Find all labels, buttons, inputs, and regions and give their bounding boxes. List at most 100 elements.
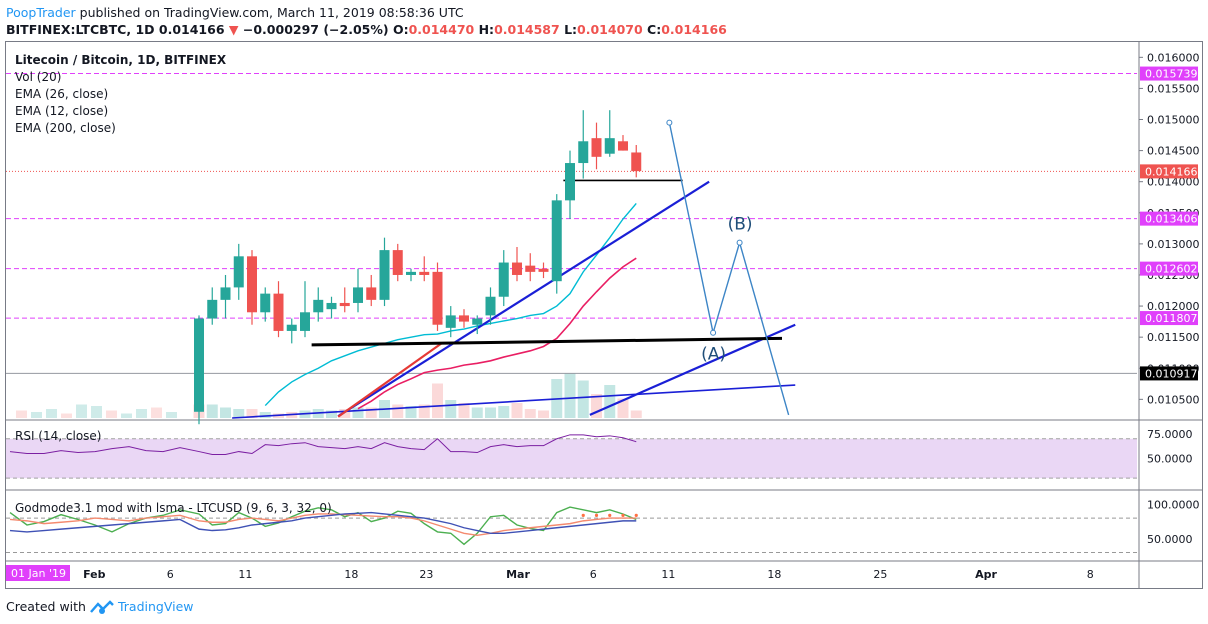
- volume-bar: [121, 413, 132, 418]
- candle-body: [194, 318, 204, 412]
- tradingview-brand[interactable]: TradingView: [117, 599, 194, 614]
- author-link[interactable]: PoopTrader: [6, 5, 76, 20]
- y-tick-label: 0.010500: [1147, 393, 1200, 406]
- candle-body: [565, 163, 575, 201]
- candle-body: [591, 138, 602, 157]
- volume-bar: [91, 406, 102, 418]
- close-value: 0.014166: [661, 22, 727, 37]
- low-value: 0.014070: [577, 22, 643, 37]
- symbol-line: BITFINEX:LTCBTC, 1D: [6, 22, 155, 37]
- wave-point: [736, 239, 743, 246]
- volume-bar: [46, 409, 57, 418]
- close-label: C:: [647, 22, 662, 37]
- volume-bar: [432, 383, 443, 418]
- wave-projection: [668, 122, 790, 416]
- x-tick-label: 23: [419, 568, 433, 581]
- candle-body: [406, 271, 416, 275]
- candle-body: [233, 256, 244, 288]
- candle-body: [366, 287, 377, 300]
- candle-body: [445, 315, 456, 328]
- trendline-red: [337, 342, 443, 418]
- x-tick-label: Apr: [975, 568, 997, 581]
- symbol-header: BITFINEX:LTCBTC, 1D 0.014166 ▼ −0.000297…: [6, 22, 727, 37]
- candle-body: [631, 152, 642, 172]
- volume-bar: [458, 403, 470, 418]
- publish-header: PoopTrader published on TradingView.com,…: [6, 5, 464, 20]
- legend-ema26[interactable]: EMA (26, close): [15, 87, 109, 101]
- candle-body: [551, 200, 562, 282]
- rsi-band: [6, 438, 1137, 479]
- price-label: 0.014166: [1145, 165, 1198, 178]
- high-label: H:: [478, 22, 495, 37]
- x-tick-label: 25: [873, 568, 887, 581]
- candle-body: [604, 138, 615, 154]
- rsi-line: [9, 434, 637, 456]
- volume-bar: [564, 373, 576, 418]
- candle-body: [313, 299, 324, 313]
- price-label-box: [1140, 311, 1198, 326]
- volume-bar: [166, 412, 177, 418]
- wave-label: (A): [701, 345, 726, 365]
- x-tick-label: 11: [238, 568, 252, 581]
- volume-bar: [31, 412, 42, 418]
- price-label-box: [1140, 366, 1198, 381]
- god-tick-label: 50.0000: [1147, 533, 1193, 546]
- volume-bar: [418, 404, 430, 418]
- x-tick-label: 18: [767, 568, 781, 581]
- y-tick-label: 0.016000: [1147, 51, 1200, 64]
- candle-body: [538, 268, 549, 272]
- price-label: 0.015739: [1145, 68, 1198, 81]
- candle-body: [353, 287, 363, 303]
- rsi-tick-label: 75.0000: [1147, 428, 1193, 441]
- volume-bar: [61, 413, 72, 418]
- y-tick-label: 0.013000: [1147, 238, 1200, 251]
- chart-frame[interactable]: [5, 41, 1203, 589]
- change-down-icon: ▼: [228, 22, 239, 37]
- candle-body: [207, 299, 218, 319]
- x-tick-label: 8: [1087, 568, 1094, 581]
- candle-body: [419, 271, 430, 275]
- godmode-signal-dot: [634, 513, 638, 517]
- godmode-series-line: [9, 511, 637, 534]
- candle-body: [618, 141, 628, 151]
- high-value: 0.014587: [494, 22, 560, 37]
- candle-body: [339, 302, 350, 307]
- price-change: −0.000297 (−2.05%): [242, 22, 389, 37]
- price-label-box: [1140, 164, 1198, 179]
- legend-ema200[interactable]: EMA (200, close): [15, 121, 116, 135]
- volume-bar: [485, 407, 496, 418]
- last-price: 0.014166: [158, 22, 225, 37]
- x-tick-label: 18: [344, 568, 358, 581]
- footer: Created with TradingView: [6, 599, 194, 614]
- price-label-box: [1140, 66, 1198, 81]
- legend-rsi[interactable]: RSI (14, close): [15, 429, 102, 443]
- volume-bar: [16, 410, 27, 418]
- volume-bar: [445, 400, 457, 418]
- volume-bar: [220, 407, 231, 418]
- candle-body: [512, 262, 522, 275]
- volume-bar: [136, 409, 147, 418]
- volume-bar: [352, 407, 364, 418]
- x-tick-label: 11: [661, 568, 675, 581]
- legend-ema12[interactable]: EMA (12, close): [15, 104, 109, 118]
- volume-bar: [577, 380, 589, 418]
- volume-bar: [392, 404, 404, 418]
- legend-vol[interactable]: Vol (20): [15, 70, 62, 84]
- price-label-box: [1140, 261, 1198, 276]
- trendline-base: [232, 384, 796, 419]
- volume-bar: [339, 409, 351, 418]
- main-pane-title: Litecoin / Bitcoin, 1D, BITFINEX: [15, 53, 227, 67]
- legend-godmode[interactable]: Godmode3.1 mod with lsma - LTCUSD (9, 6,…: [15, 501, 332, 515]
- ema-magenta-line: [357, 257, 637, 410]
- price-label: 0.013406: [1145, 213, 1198, 226]
- volume-bar: [206, 404, 218, 418]
- volume-bar: [405, 406, 417, 418]
- time-label-box: [6, 565, 70, 581]
- candle-body: [247, 256, 257, 313]
- y-tick-label: 0.014500: [1147, 145, 1200, 158]
- x-tick-label: 01 Jan '19: [11, 567, 66, 580]
- volume-bar: [538, 410, 549, 418]
- volume-bar: [617, 398, 629, 418]
- y-tick-label: 0.012000: [1147, 300, 1200, 313]
